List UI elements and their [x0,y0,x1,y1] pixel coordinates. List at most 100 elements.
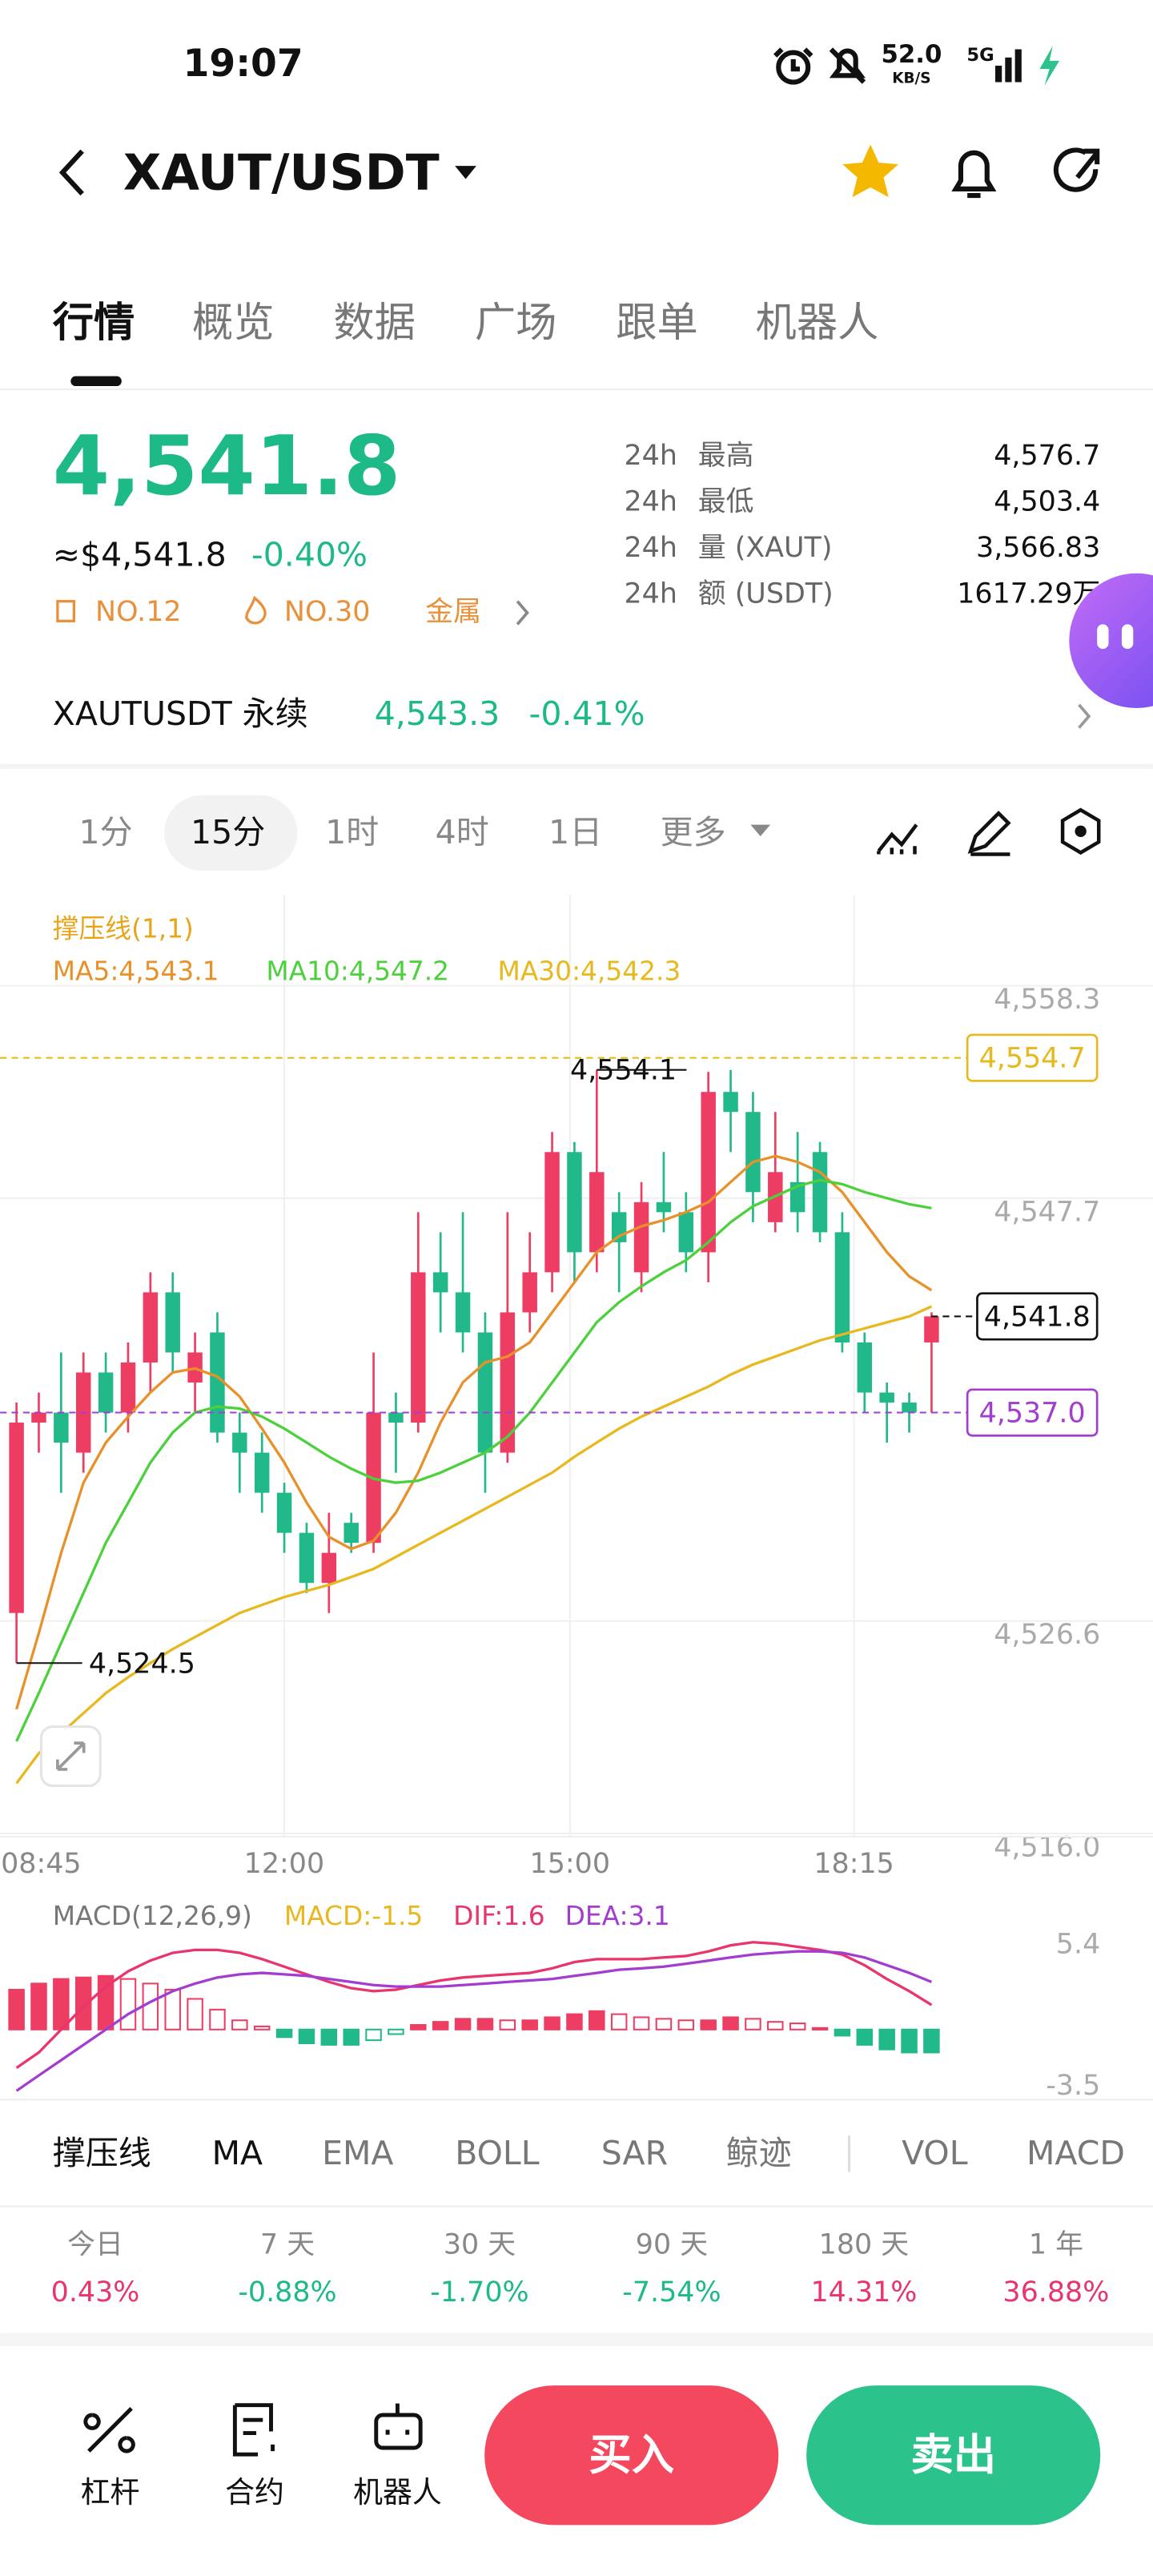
perf-label: 180 天 [819,2229,909,2261]
macd-bar [30,1982,47,2031]
macd-bar [432,2021,449,2031]
tab[interactable]: 广场 [475,299,557,347]
macd-bar [365,2028,382,2042]
perf-value: 14.31% [810,2276,917,2308]
macd-bar [677,2019,695,2031]
macd-bar [901,2028,918,2054]
support-box [966,1388,1099,1437]
indicator-tab[interactable]: 鲸迹 [726,2134,792,2172]
settings-button[interactable] [1060,807,1101,855]
robot-icon[interactable] [374,2413,423,2450]
tab[interactable]: 机器人 [756,299,879,347]
favorite-star[interactable] [842,144,898,198]
candle-body [857,1342,873,1393]
back-button[interactable] [58,149,84,196]
indicator-tab[interactable]: SAR [601,2134,668,2172]
nav-label[interactable]: 机器人 [353,2475,442,2510]
expand-button[interactable] [39,1725,102,1787]
macd-bar [566,2013,583,2031]
sell-button[interactable] [806,2385,1101,2526]
contract-icon[interactable] [232,2403,275,2457]
tab[interactable]: 行情 [53,299,135,347]
macd-bar [923,2028,940,2054]
interval[interactable]: 1日 [548,813,602,851]
candle-body [232,1432,247,1453]
macd-bar [209,2008,226,2031]
stat-label: 量 (XAUT) [698,532,833,564]
macd-bar [521,2019,538,2031]
resistance-box [966,1033,1099,1082]
last-price: 4,541.8 [53,419,401,514]
share-button[interactable] [1053,147,1100,192]
perp-name[interactable]: XAUTUSDT 永续 [53,694,308,733]
pair-dropdown[interactable] [455,166,476,179]
nav-label[interactable]: 合约 [225,2475,284,2510]
perf-value: 0.43% [51,2276,140,2308]
assistant-bubble[interactable] [1069,573,1153,708]
indicator-tab[interactable]: MACD [1026,2134,1125,2172]
stat-label: 最低 [698,486,754,518]
indicator-tab[interactable]: MA [212,2134,263,2172]
interval[interactable]: 15分 [191,813,265,851]
draw-button[interactable] [967,811,1011,856]
indicator-tab[interactable]: EMA [322,2134,393,2172]
price-tick-label: 4,547.7 [994,1196,1100,1228]
macd-bar [142,1982,159,2031]
tab-underline [70,376,122,386]
candle-body [567,1152,582,1253]
price-change: -0.40% [251,535,368,574]
interval[interactable]: 4时 [436,813,489,851]
candle-body [902,1403,917,1413]
macd-bar [343,2028,360,2046]
candle-body [254,1452,270,1493]
rank-2[interactable]: NO.30 [284,596,371,628]
usd-price: ≈$4,541.8 [53,535,227,574]
candle-body [31,1412,46,1423]
candle-body [656,1201,672,1213]
time-label: 08:45 [1,1848,81,1880]
indicator-tab[interactable]: VOL [902,2134,968,2172]
ma-line [15,1178,932,1742]
divider [0,763,1153,769]
perf-value: -0.88% [238,2276,336,2308]
perf-label: 30 天 [444,2229,516,2261]
interval[interactable]: 1分 [79,813,133,851]
leverage-icon[interactable] [83,2407,135,2453]
candle-body [276,1492,292,1533]
chevron [1078,703,1091,729]
candle-body [120,1362,136,1413]
alert-bell[interactable] [951,150,997,199]
macd-bar [499,2019,516,2031]
tab[interactable]: 数据 [333,299,416,347]
indicator-button[interactable] [877,823,918,855]
stat-period: 24h [624,532,677,564]
perp-price[interactable]: 4,543.3 [375,694,500,733]
perf-label: 今日 [67,2229,123,2261]
interval[interactable]: 1时 [325,813,379,851]
indicator-tab[interactable]: 撑压线 [53,2134,151,2172]
tab[interactable]: 概览 [192,299,275,347]
perp-change[interactable]: -0.41% [529,694,645,733]
buy-button[interactable] [484,2385,779,2526]
status-time: 19:07 [183,42,303,86]
buy-label[interactable]: 买入 [589,2430,674,2480]
net-unit: KB/S [892,70,930,87]
indicator-label: 撑压线(1,1) [53,913,194,944]
tab[interactable]: 跟单 [616,299,698,347]
candle-body [321,1552,337,1584]
nav-label[interactable]: 杠杆 [81,2475,140,2510]
sector-tag[interactable]: 金属 [425,596,481,628]
hot-icon [245,595,267,625]
indicator-tab[interactable]: BOLL [455,2134,540,2172]
rank-1[interactable]: NO.12 [95,596,182,628]
candle-body [745,1112,761,1193]
candle-body [9,1423,24,1613]
more-dropdown[interactable] [750,824,771,836]
sell-label[interactable]: 卖出 [910,2430,996,2480]
candle-body [299,1532,315,1584]
macd-bar [275,2028,293,2039]
stat-value: 4,503.4 [994,486,1100,518]
interval[interactable]: 更多 [661,813,726,851]
pair-title[interactable]: XAUT/USDT [123,144,440,202]
